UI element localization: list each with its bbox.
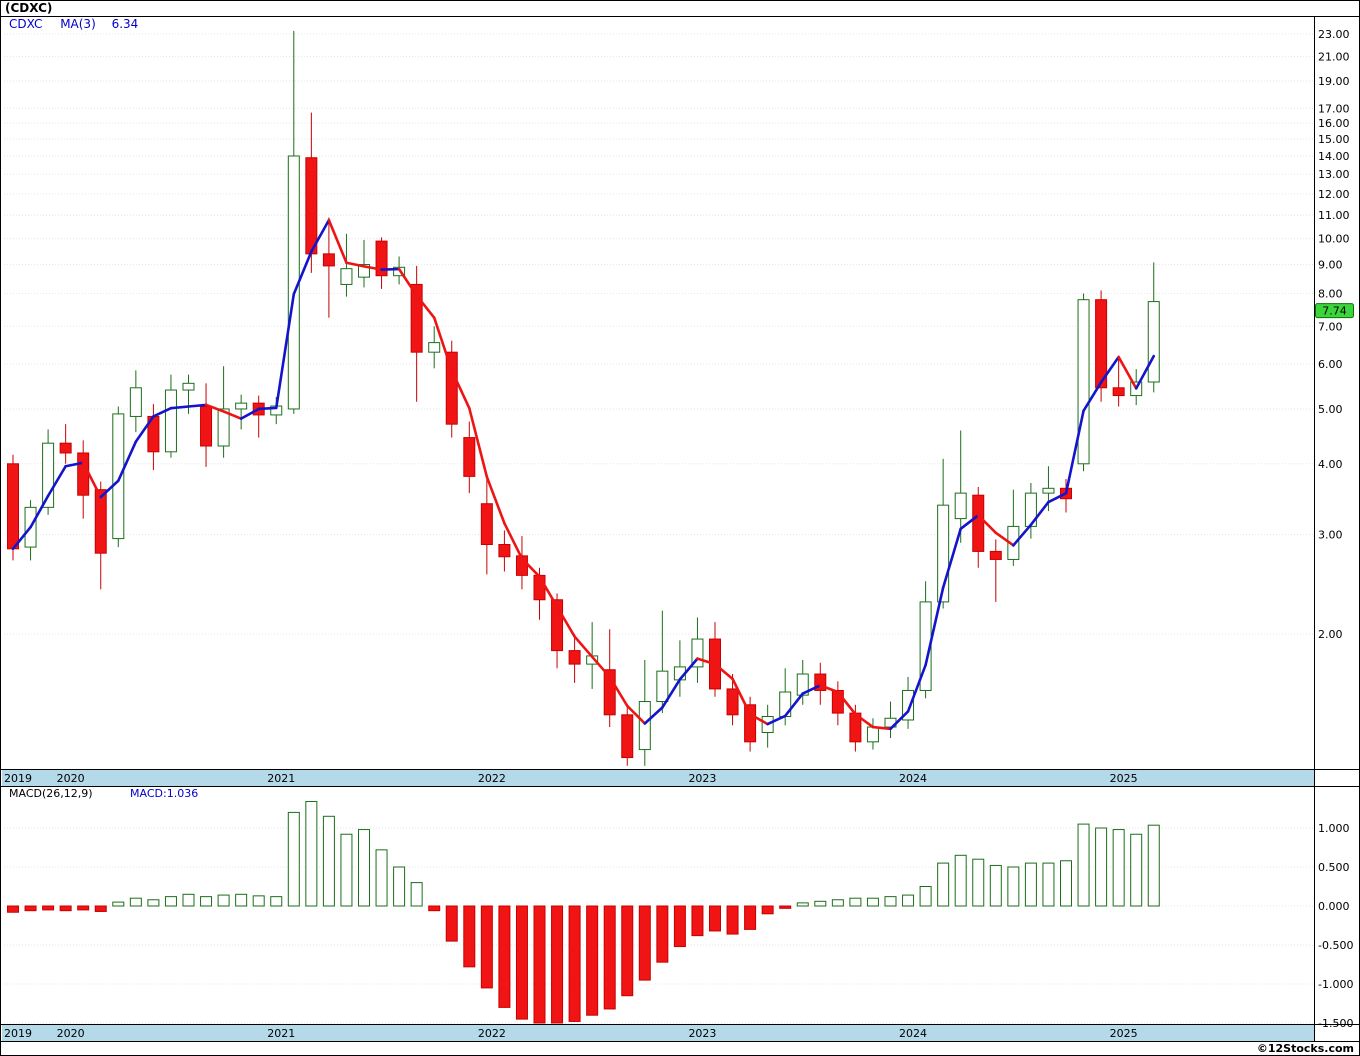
svg-text:14.00: 14.00 (1318, 150, 1350, 163)
svg-text:-1.000: -1.000 (1318, 978, 1353, 991)
svg-text:7.74: 7.74 (1322, 305, 1347, 318)
svg-text:6.00: 6.00 (1318, 358, 1343, 371)
svg-text:0.000: 0.000 (1318, 900, 1350, 913)
svg-text:2020: 2020 (57, 772, 85, 785)
svg-text:7.00: 7.00 (1318, 320, 1343, 333)
macd-legend: MACD(26,12,9) MACD:1.036 (9, 787, 198, 800)
svg-text:2023: 2023 (688, 772, 716, 785)
svg-text:8.00: 8.00 (1318, 287, 1343, 300)
svg-text:2020: 2020 (57, 1027, 85, 1040)
macd-legend-value: MACD:1.036 (130, 787, 199, 800)
svg-text:16.00: 16.00 (1318, 117, 1350, 130)
svg-text:2023: 2023 (688, 1027, 716, 1040)
svg-text:2.00: 2.00 (1318, 628, 1343, 641)
svg-text:0.500: 0.500 (1318, 861, 1350, 874)
svg-text:17.00: 17.00 (1318, 102, 1350, 115)
svg-text:19.00: 19.00 (1318, 75, 1350, 88)
svg-text:2021: 2021 (267, 772, 295, 785)
macd-legend-label: MACD(26,12,9) (9, 787, 93, 800)
svg-text:2025: 2025 (1110, 1027, 1138, 1040)
svg-text:2021: 2021 (267, 1027, 295, 1040)
svg-text:9.00: 9.00 (1318, 259, 1343, 272)
svg-text:2024: 2024 (899, 772, 927, 785)
svg-text:12.00: 12.00 (1318, 188, 1350, 201)
svg-text:2025: 2025 (1110, 772, 1138, 785)
svg-text:21.00: 21.00 (1318, 50, 1350, 63)
svg-text:13.00: 13.00 (1318, 168, 1350, 181)
price-legend: CDXC MA(3) 6.34 (9, 17, 138, 31)
page-title: (CDXC) (5, 1, 53, 15)
svg-text:-1.500: -1.500 (1318, 1017, 1353, 1030)
svg-text:3.00: 3.00 (1318, 528, 1343, 541)
svg-text:2022: 2022 (478, 772, 506, 785)
svg-text:15.00: 15.00 (1318, 133, 1350, 146)
svg-text:1.000: 1.000 (1318, 822, 1350, 835)
svg-text:2022: 2022 (478, 1027, 506, 1040)
svg-text:23.00: 23.00 (1318, 28, 1350, 41)
copyright-text: ©12Stocks.com (1256, 1042, 1354, 1055)
svg-text:-0.500: -0.500 (1318, 939, 1353, 952)
svg-text:10.00: 10.00 (1318, 233, 1350, 246)
svg-text:4.00: 4.00 (1318, 458, 1343, 471)
legend-symbol: CDXC (9, 17, 43, 31)
svg-text:2024: 2024 (899, 1027, 927, 1040)
svg-text:11.00: 11.00 (1318, 209, 1350, 222)
svg-text:2019: 2019 (4, 1027, 32, 1040)
legend-ma-label: MA(3) (60, 17, 96, 31)
legend-ma-value: 6.34 (111, 17, 139, 31)
svg-text:5.00: 5.00 (1318, 403, 1343, 416)
svg-text:2019: 2019 (4, 772, 32, 785)
